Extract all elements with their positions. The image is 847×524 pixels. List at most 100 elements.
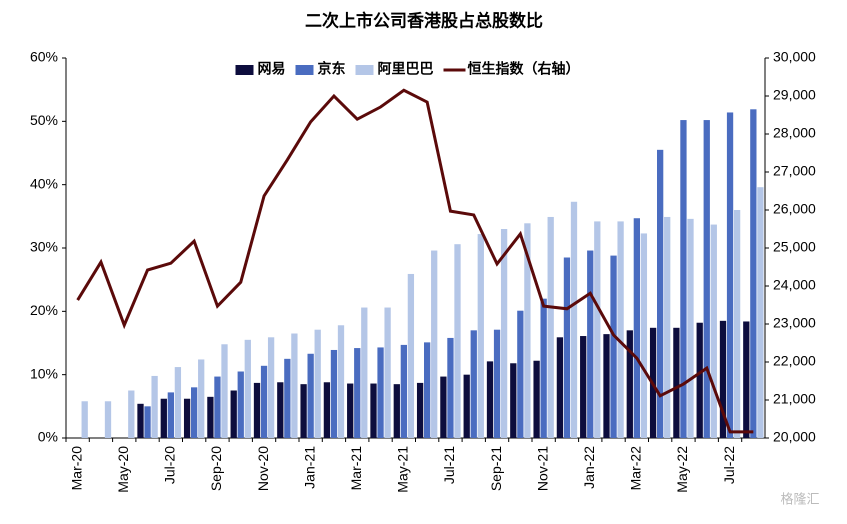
- bar: [424, 342, 431, 438]
- x-tick-label: Mar-21: [348, 446, 364, 491]
- bar: [673, 327, 680, 438]
- bar: [104, 401, 112, 438]
- x-tick-label: Mar-20: [68, 446, 84, 491]
- bar: [556, 337, 564, 438]
- bar: [626, 330, 633, 438]
- y2-tick-label: 30,000: [773, 49, 816, 65]
- y-tick-label: 50%: [30, 112, 58, 128]
- y2-tick-label: 23,000: [773, 315, 816, 331]
- bar: [431, 250, 438, 438]
- x-tick-label: Nov-20: [255, 446, 271, 491]
- x-tick-label: Jul-20: [162, 446, 178, 484]
- y-tick-label: 40%: [30, 175, 58, 191]
- chart-title: 二次上市公司香港股占总股数比: [305, 10, 543, 30]
- bar: [407, 273, 415, 438]
- x-tick-label: Mar-22: [628, 446, 644, 491]
- bar: [207, 396, 214, 438]
- bar: [323, 382, 331, 438]
- line: [76, 88, 754, 434]
- y2-tick-label: 29,000: [773, 87, 816, 103]
- bar: [657, 149, 664, 439]
- bar: [486, 361, 494, 438]
- bar: [533, 360, 540, 438]
- x-tick-label: May-22: [674, 446, 690, 493]
- bar: [447, 337, 454, 438]
- bar: [160, 398, 167, 438]
- legend-swatch: [295, 65, 314, 75]
- bar: [337, 325, 345, 438]
- bar: [416, 382, 424, 438]
- x-tick-label: Jan-22: [581, 446, 597, 489]
- y-tick-label: 60%: [30, 49, 58, 65]
- bar: [703, 120, 710, 439]
- bar: [267, 337, 275, 438]
- bar: [137, 403, 144, 438]
- bar: [510, 363, 517, 438]
- bar: [307, 353, 314, 438]
- bar: [174, 367, 182, 438]
- bar: [354, 348, 361, 438]
- bar: [733, 210, 741, 438]
- bar: [696, 322, 703, 438]
- bar: [221, 344, 228, 438]
- bar: [547, 216, 554, 438]
- bar: [477, 234, 484, 438]
- bar: [500, 229, 508, 438]
- bar: [300, 384, 307, 438]
- bar: [244, 339, 251, 438]
- bar: [680, 120, 687, 439]
- watermark: 格隆汇: [780, 491, 819, 506]
- bar: [610, 255, 617, 438]
- bar: [384, 307, 391, 438]
- y2-tick-label: 21,000: [773, 391, 816, 407]
- bar: [291, 333, 298, 438]
- legend-label: 恒生指数（右轴）: [468, 61, 580, 77]
- x-tick-label: May-20: [115, 446, 131, 493]
- y-tick-label: 30%: [30, 239, 58, 255]
- bar: [594, 221, 601, 438]
- y2-tick-label: 27,000: [773, 163, 816, 179]
- y-tick-label: 10%: [30, 365, 58, 381]
- bar: [393, 384, 400, 438]
- y2-tick-label: 20,000: [773, 429, 816, 445]
- bar: [517, 310, 524, 438]
- y2-tick-label: 22,000: [773, 353, 816, 369]
- y-tick-label: 0%: [38, 429, 58, 445]
- legend-label: 网易: [258, 61, 286, 77]
- legend-label: 阿里巴巴: [378, 61, 434, 77]
- bar: [330, 349, 338, 438]
- bar: [277, 382, 284, 438]
- bar: [253, 382, 261, 438]
- bar: [361, 307, 368, 438]
- bar: [617, 221, 624, 438]
- x-tick-label: May-21: [395, 446, 411, 493]
- x-tick-label: Nov-21: [534, 446, 550, 491]
- bar: [144, 406, 151, 438]
- legend-label: 京东: [318, 61, 346, 77]
- y2-tick-label: 24,000: [773, 277, 816, 293]
- bar: [237, 371, 244, 438]
- bar: [463, 374, 470, 438]
- bar: [377, 347, 384, 438]
- bar: [640, 233, 648, 438]
- bar: [454, 244, 461, 438]
- bar: [587, 250, 594, 438]
- bar: [633, 218, 640, 438]
- bar: [664, 216, 671, 438]
- bar: [167, 392, 174, 438]
- legend-swatch: [355, 65, 374, 75]
- bar: [743, 321, 750, 438]
- bar: [183, 398, 191, 438]
- bar: [198, 359, 205, 438]
- bar: [750, 109, 757, 439]
- bar: [314, 329, 321, 438]
- y2-tick-label: 25,000: [773, 239, 816, 255]
- bar: [493, 329, 501, 438]
- bar: [603, 334, 610, 438]
- legend-swatch: [235, 65, 254, 75]
- y2-tick-label: 28,000: [773, 125, 816, 141]
- x-tick-label: Sep-20: [208, 446, 224, 491]
- x-tick-label: Jul-21: [441, 446, 457, 484]
- bar: [726, 112, 734, 438]
